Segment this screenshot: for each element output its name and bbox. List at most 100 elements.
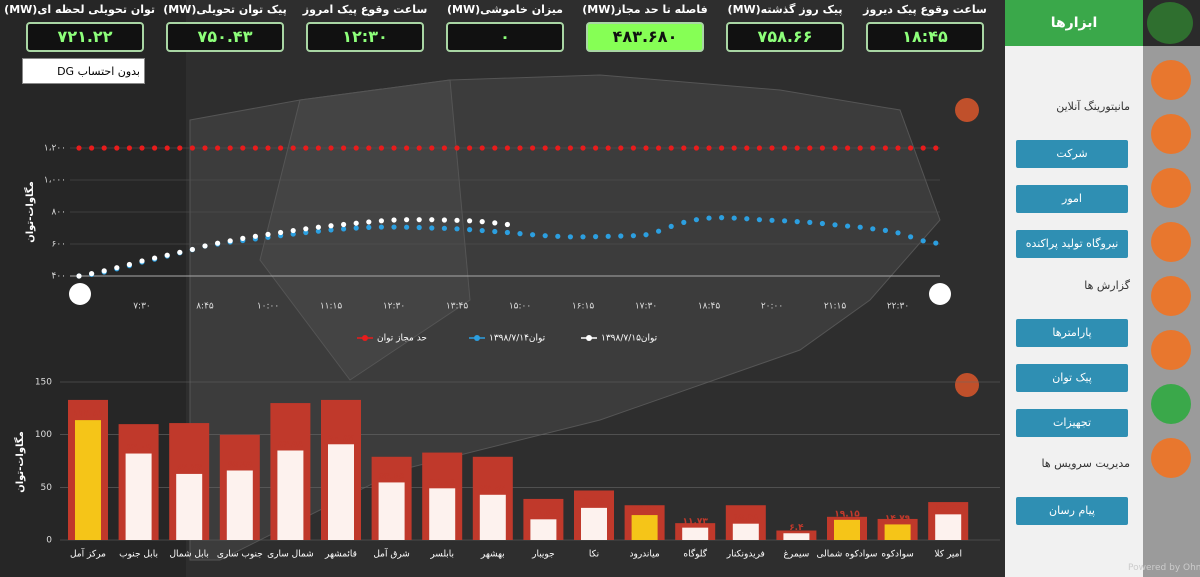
point — [114, 265, 120, 271]
icon[interactable] — [1151, 114, 1191, 154]
x-tick-label: بابل شمال — [169, 550, 208, 560]
x-tick-label: ۱۵:۰۰ — [509, 302, 531, 312]
icon[interactable] — [1151, 384, 1191, 424]
point — [404, 217, 410, 223]
point — [114, 145, 120, 151]
slider-handle[interactable] — [929, 283, 951, 305]
icon[interactable] — [1151, 330, 1191, 370]
y-axis-title: مگاوات-توان — [13, 431, 26, 493]
point — [580, 145, 586, 151]
value-label: ۱۴.۷۹ — [885, 514, 911, 524]
icon[interactable] — [1151, 60, 1191, 100]
sidebar-button[interactable]: پیک توان — [1016, 364, 1128, 392]
x-tick-label: امیر کلا — [934, 550, 962, 560]
point — [492, 145, 498, 151]
bar — [935, 514, 962, 540]
stat-value: ۴۸۳.۶۸۰ — [586, 22, 704, 52]
value-label: ۶.۴ — [789, 523, 804, 533]
point — [882, 145, 889, 151]
point — [252, 233, 258, 239]
point — [189, 246, 195, 253]
section-title[interactable]: مانیتورینگ آنلاین — [1056, 100, 1130, 113]
slider-handle[interactable] — [69, 283, 91, 305]
point — [353, 220, 359, 226]
point — [404, 224, 410, 230]
point — [731, 145, 737, 151]
point — [479, 219, 485, 225]
chart-icon[interactable] — [955, 98, 979, 122]
footer: Powered by Ohm — [1128, 563, 1200, 573]
section-title[interactable]: مدیریت سرویس ها — [1041, 457, 1131, 470]
point — [857, 145, 863, 151]
y-axis-title: مگاوات-توان — [23, 181, 36, 243]
point — [819, 220, 826, 227]
point — [429, 225, 435, 231]
value-label: ۱۹.۶۳ — [531, 509, 557, 519]
stat-label: میزان خاموشی(MW) — [447, 3, 563, 16]
point — [353, 145, 359, 151]
bar — [732, 523, 759, 540]
point — [290, 227, 296, 234]
icon[interactable] — [1151, 168, 1191, 208]
icon[interactable] — [1151, 222, 1191, 262]
point — [580, 234, 586, 240]
section-title[interactable]: گزارش ها — [1084, 279, 1130, 292]
icon[interactable] — [1151, 438, 1191, 478]
sidebar — [1005, 0, 1143, 577]
point — [731, 215, 737, 221]
point — [542, 145, 548, 151]
logo — [1147, 2, 1193, 44]
x-tick-label: ۷:۳۰ — [133, 302, 151, 312]
point — [618, 145, 624, 151]
x-tick-label: شرق آمل — [373, 548, 410, 560]
legend-label: حد مجاز توان — [377, 334, 427, 344]
point — [126, 145, 132, 151]
point — [845, 223, 851, 229]
point — [353, 225, 359, 231]
point — [177, 145, 183, 151]
point — [567, 234, 574, 240]
point — [454, 226, 460, 232]
sidebar-button[interactable]: پارامترها — [1016, 319, 1128, 347]
point — [870, 145, 876, 151]
bar — [277, 450, 304, 540]
icon[interactable] — [1151, 276, 1191, 316]
value-label: ۶۲.۷۳ — [176, 463, 202, 473]
stat-label: پیک توان تحویلی(MW) — [163, 3, 287, 16]
sidebar-button[interactable]: پیام رسان — [1016, 497, 1128, 525]
y-tick-label: ۱،۰۰۰ — [44, 176, 66, 186]
bar — [682, 527, 709, 540]
point — [467, 227, 473, 233]
point — [845, 145, 851, 151]
point — [618, 233, 624, 239]
bar — [631, 515, 658, 540]
point — [164, 145, 170, 151]
stat-value: ۷۵۰.۴۳ — [166, 22, 284, 52]
y-tick-label: ۶۰۰ — [51, 240, 66, 250]
bar — [328, 444, 354, 540]
sidebar-button[interactable]: امور — [1016, 185, 1128, 213]
point — [681, 219, 687, 225]
x-tick-label: ۲۰:۰۰ — [761, 302, 783, 312]
x-tick-label: ۱۲:۳۰ — [383, 302, 405, 312]
point — [76, 273, 82, 279]
dropdown[interactable]: بدون احتساب DG — [22, 58, 145, 84]
y-tick-label: 50 — [41, 483, 53, 493]
sidebar-button[interactable]: شرکت — [1016, 140, 1128, 168]
point — [416, 145, 422, 151]
point — [164, 252, 170, 258]
point — [202, 145, 208, 151]
sidebar-button[interactable]: تجهیزات — [1016, 409, 1128, 437]
stat-value: ۱۸:۴۵ — [866, 22, 984, 52]
x-tick-label: ۱۱:۱۵ — [320, 302, 343, 312]
chart-icon[interactable] — [955, 373, 979, 397]
point — [189, 145, 195, 151]
point — [668, 223, 674, 229]
point — [530, 145, 536, 151]
point — [555, 145, 561, 151]
point — [933, 240, 939, 246]
point — [819, 145, 826, 151]
y-tick-label: 0 — [46, 536, 52, 546]
point — [467, 218, 473, 224]
sidebar-button[interactable]: نیروگاه تولید پراکنده — [1016, 230, 1128, 258]
